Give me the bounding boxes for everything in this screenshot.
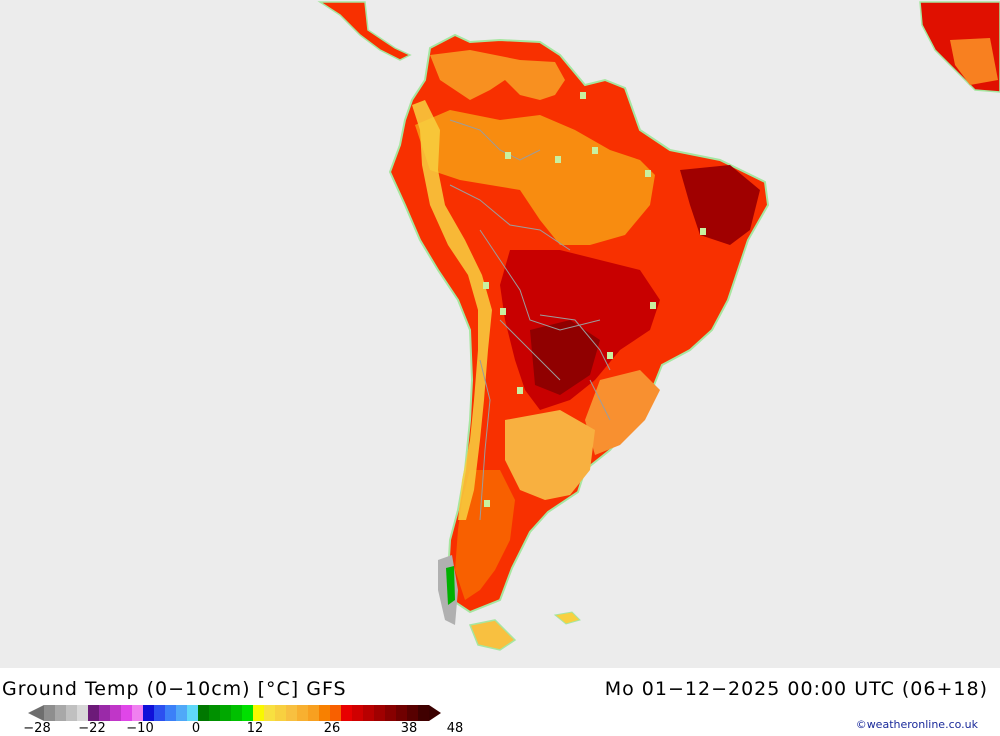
map-title: Ground Temp (0−10cm) [°C] GFS: [2, 678, 347, 700]
legend-color-cell: [418, 705, 429, 721]
pampas-region: [505, 410, 595, 500]
legend-color-cell: [407, 705, 418, 721]
color-legend: [28, 705, 441, 721]
legend-tick: 26: [323, 721, 341, 736]
legend-max-arrow: [429, 705, 441, 721]
legend-color-cell: [143, 705, 154, 721]
amazon-orange-region: [415, 110, 655, 245]
hottest-region: [530, 320, 600, 395]
legend-color-cell: [132, 705, 143, 721]
legend-color-cell: [242, 705, 253, 721]
legend-color-cell: [77, 705, 88, 721]
legend-min-arrow: [28, 705, 44, 721]
legend-color-cell: [55, 705, 66, 721]
legend-color-cell: [121, 705, 132, 721]
map-footer: Ground Temp (0−10cm) [°C] GFS Mo 01−12−2…: [0, 668, 1000, 736]
southern-green-patch: [446, 566, 455, 605]
legend-color-cell: [286, 705, 297, 721]
southern-orange-region: [585, 370, 660, 455]
legend-color-cell: [396, 705, 407, 721]
legend-color-cell: [363, 705, 374, 721]
map-datetime: Mo 01−12−2025 00:00 UTC (06+18): [604, 678, 988, 700]
tierra-del-fuego: [468, 619, 517, 651]
temperature-map: [0, 0, 1000, 668]
legend-color-cell: [264, 705, 275, 721]
legend-tick: −28: [23, 721, 51, 736]
legend-color-cell: [198, 705, 209, 721]
central-america: [317, 1, 412, 61]
northeast-hot-region: [680, 165, 760, 245]
legend-color-cell: [154, 705, 165, 721]
map-canvas: [317, 1, 1000, 651]
legend-color-cell: [385, 705, 396, 721]
legend-tick: −10: [126, 721, 154, 736]
legend-color-cell: [88, 705, 99, 721]
legend-tick: 0: [191, 721, 201, 736]
credit-link[interactable]: ©weatheronline.co.uk: [855, 718, 978, 731]
legend-color-cell: [352, 705, 363, 721]
legend-color-cell: [374, 705, 385, 721]
legend-color-cell: [341, 705, 352, 721]
northern-warm-region: [430, 50, 565, 100]
legend-tick: 48: [446, 721, 464, 736]
legend-color-cell: [209, 705, 220, 721]
legend-color-cell: [275, 705, 286, 721]
legend-color-cell: [187, 705, 198, 721]
legend-color-cell: [110, 705, 121, 721]
legend-tick: −22: [78, 721, 106, 736]
andes-ridge: [412, 100, 492, 520]
station-markers: [483, 92, 706, 507]
africa-orange-patch: [950, 38, 998, 85]
legend-color-cell: [297, 705, 308, 721]
country-borders: [449, 119, 611, 521]
legend-tick: 38: [400, 721, 418, 736]
legend-color-cell: [319, 705, 330, 721]
legend-color-cell: [253, 705, 264, 721]
legend-color-cells: [44, 705, 429, 721]
legend-color-cell: [308, 705, 319, 721]
legend-color-cell: [99, 705, 110, 721]
legend-color-cell: [165, 705, 176, 721]
falkland-islands: [553, 611, 581, 625]
legend-color-cell: [220, 705, 231, 721]
legend-color-cell: [44, 705, 55, 721]
legend-color-cell: [231, 705, 242, 721]
legend-color-cell: [66, 705, 77, 721]
legend-color-cell: [176, 705, 187, 721]
legend-color-cell: [330, 705, 341, 721]
legend-tick: 12: [246, 721, 264, 736]
